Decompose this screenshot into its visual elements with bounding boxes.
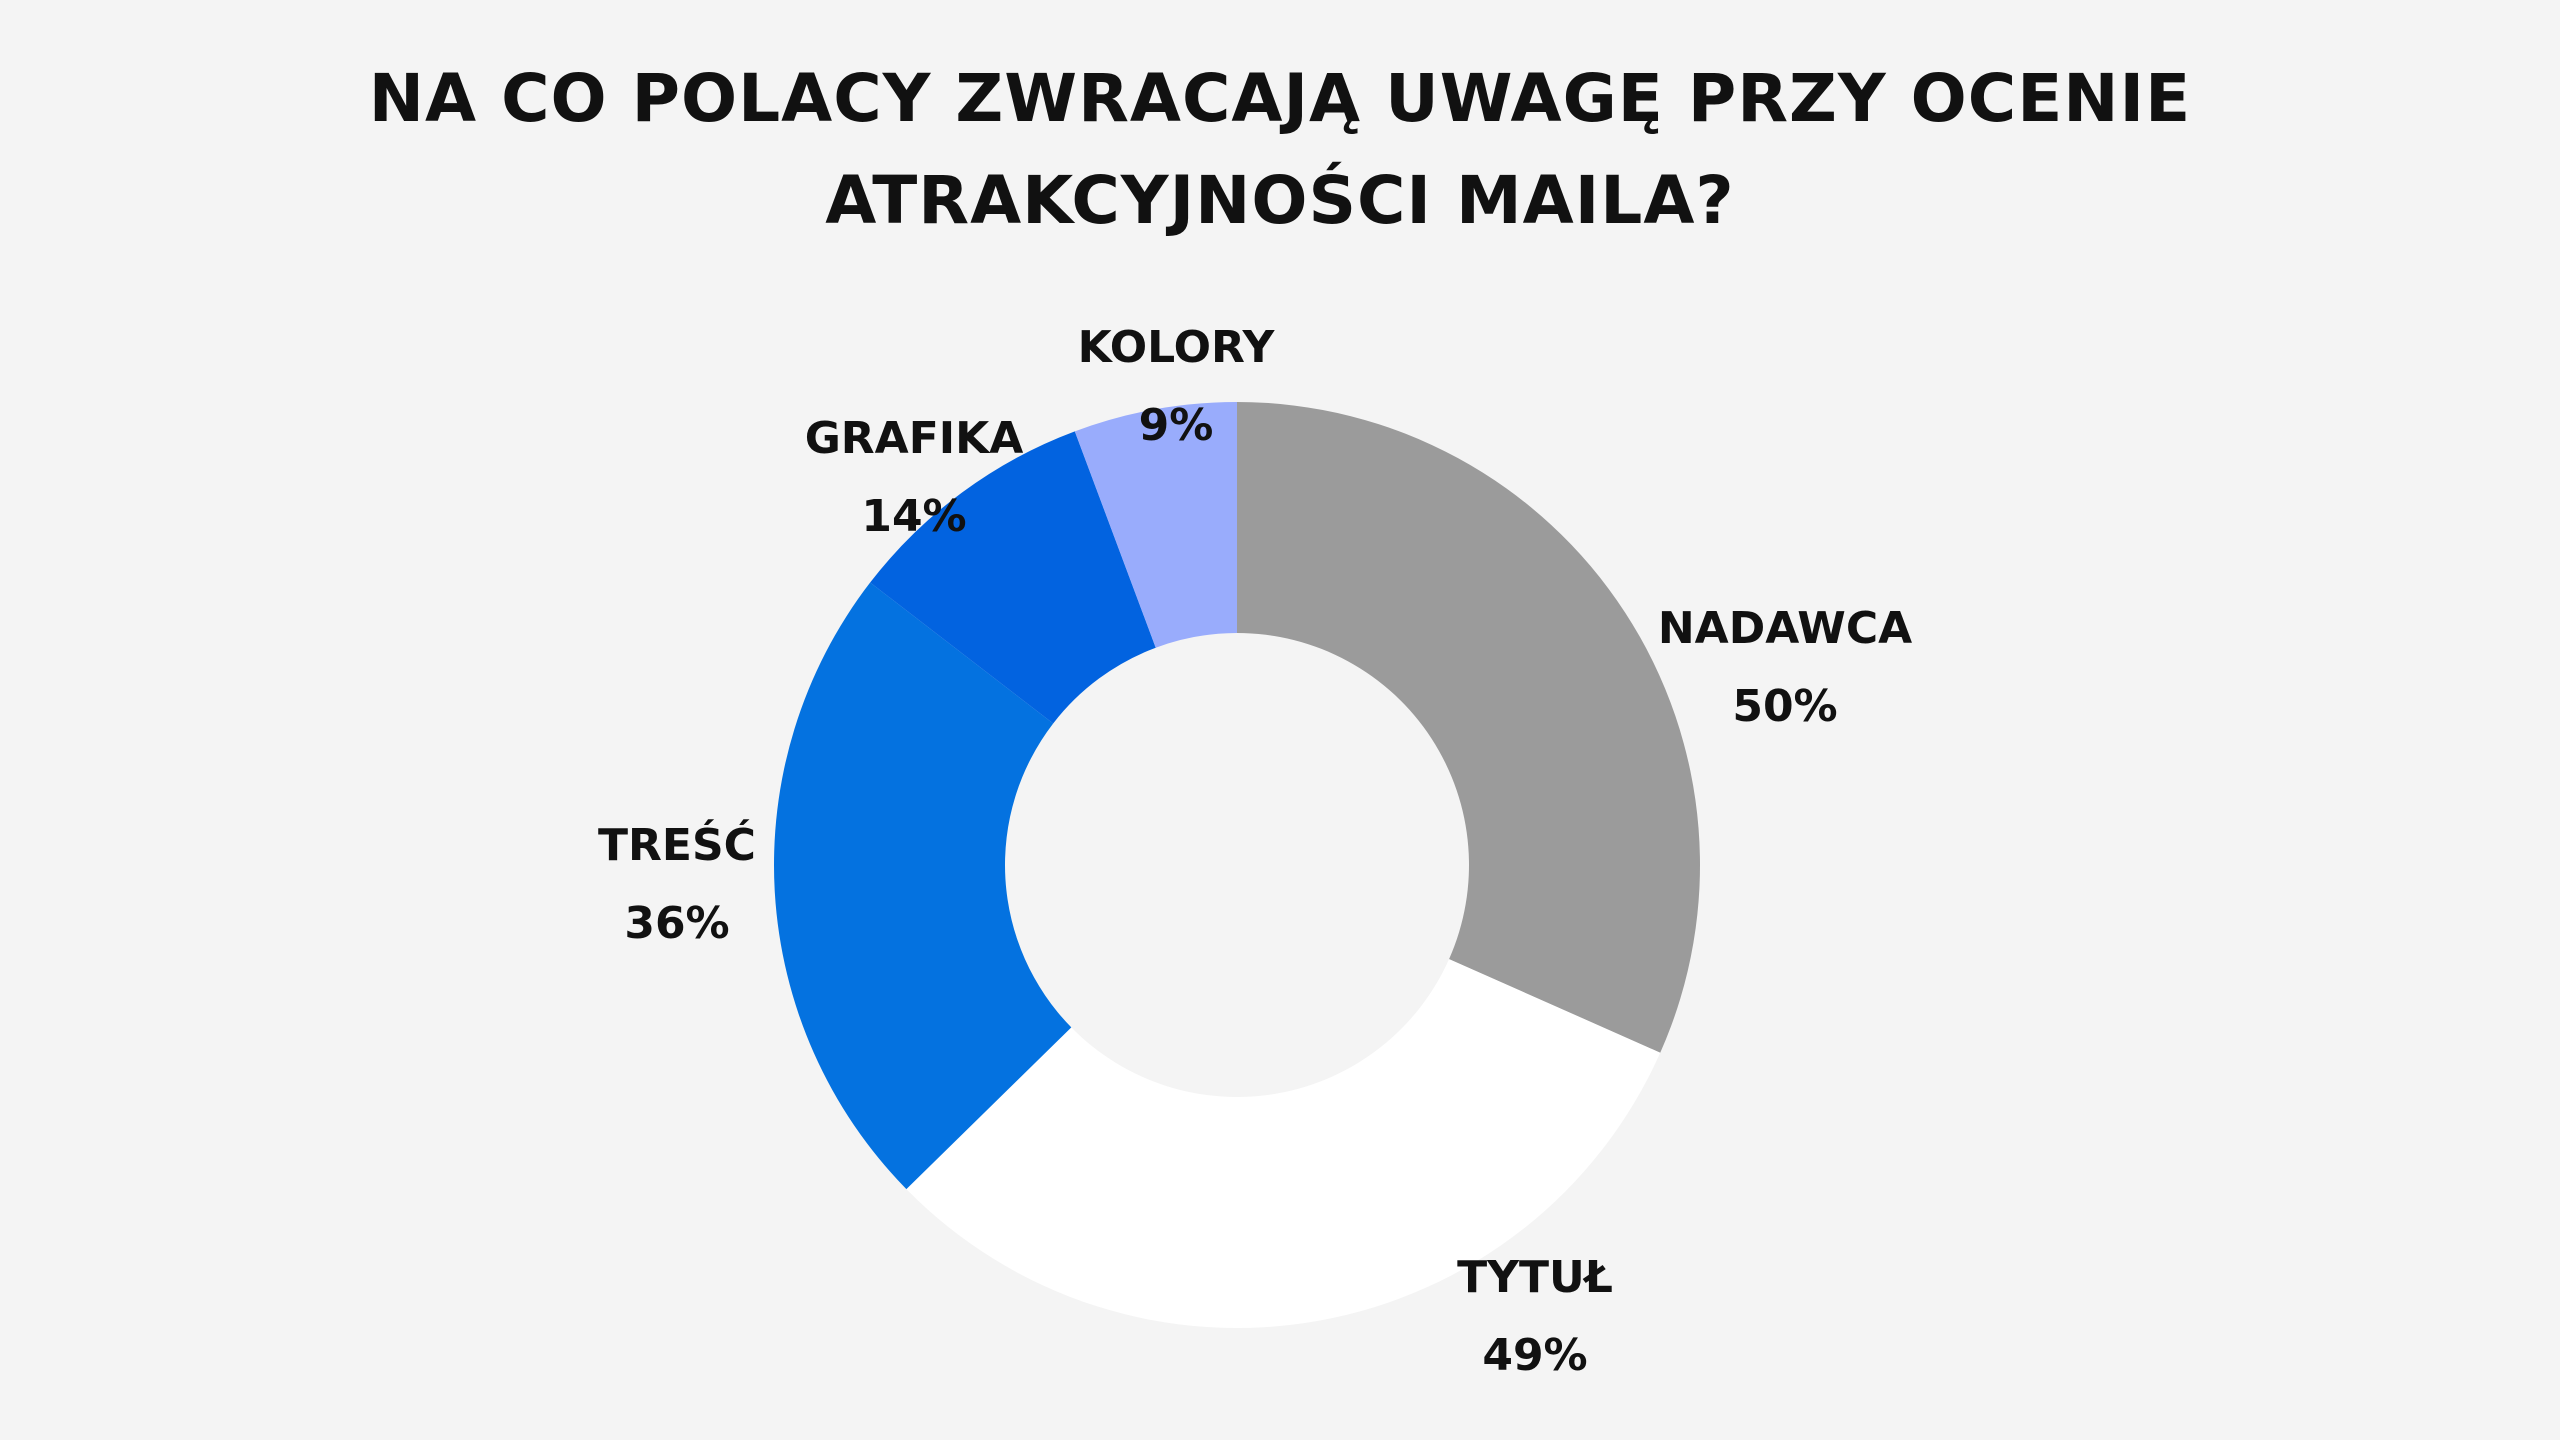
slice-value-label: 50% xyxy=(1732,681,1837,732)
chart-title: NA CO POLACY ZWRACAJĄ UWAGĘ PRZY OCENIE … xyxy=(0,48,2560,252)
slice-tytuł xyxy=(906,959,1661,1328)
slice-grafika xyxy=(870,431,1156,724)
slice-nadawca xyxy=(1237,402,1700,1053)
slice-value-label: 9% xyxy=(1139,400,1214,451)
slice-labels: NADAWCA 50% TYTUŁ 49% TREŚĆ 36% GRAFIKA 14% KOLO… xyxy=(598,322,1912,1381)
slice-kolory xyxy=(1074,402,1237,648)
chart-title-line-2: ATRAKCYJNOŚCI MAILA? xyxy=(825,162,1735,239)
slice-category-label: KOLORY xyxy=(1078,322,1276,373)
slice-treść xyxy=(773,582,1072,1190)
chart-title-line-1: NA CO POLACY ZWRACAJĄ UWAGĘ PRZY OCENIE xyxy=(368,60,2192,137)
slice-category-label: TREŚĆ xyxy=(598,818,756,871)
slice-value-label: 36% xyxy=(624,898,729,949)
slice-category-label: TYTUŁ xyxy=(1457,1252,1613,1303)
slice-value-label: 14% xyxy=(861,491,966,542)
slice-category-label: NADAWCA xyxy=(1658,603,1912,654)
slice-category-label: GRAFIKA xyxy=(805,413,1024,464)
slice-value-label: 49% xyxy=(1482,1330,1587,1381)
donut-slices xyxy=(773,402,1700,1328)
